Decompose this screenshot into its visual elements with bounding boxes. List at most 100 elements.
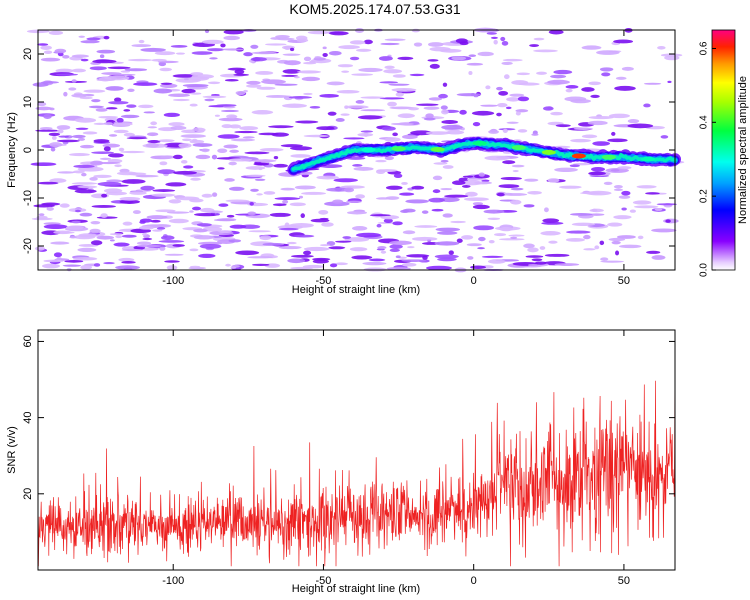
spectrogram-noise-blob — [263, 191, 276, 195]
spectrogram-noise-blob — [207, 81, 221, 85]
spectrogram-noise-blob — [487, 259, 506, 264]
spectrogram-noise-blob — [432, 189, 441, 194]
spectrogram-noise-blob — [559, 185, 582, 189]
spectrogram-noise-blob — [204, 98, 215, 102]
spectrogram-noise-blob — [303, 56, 312, 62]
spectrogram-noise-blob — [433, 162, 448, 165]
spectrogram-noise-blob — [228, 158, 253, 162]
spectrogram-noise-blob — [192, 127, 206, 133]
spectrogram-noise-blob — [234, 130, 258, 134]
spectrogram-noise-blob — [129, 191, 147, 195]
spectrogram-noise-blob — [608, 113, 630, 119]
spectrogram-noise-blob — [155, 209, 176, 213]
spectrogram-noise-blob — [392, 221, 403, 226]
spectrogram-y-tick-label: 20 — [22, 48, 34, 60]
spectrogram-noise-blob — [596, 50, 620, 55]
spectrogram-noise-blob — [322, 46, 327, 50]
spectrogram-noise-blob — [251, 110, 274, 115]
spectrogram-noise-blob — [227, 67, 246, 71]
spectrogram-noise-blob — [123, 132, 135, 137]
spectrogram-signal-peak — [511, 145, 526, 151]
spectrogram-noise-blob — [178, 143, 192, 148]
spectrogram-noise-blob — [389, 106, 414, 110]
spectrogram-noise-blob — [49, 178, 67, 183]
spectrogram-noise-blob — [140, 185, 155, 191]
spectrogram-noise-blob — [118, 147, 125, 152]
spectrogram-noise-blob — [228, 239, 242, 243]
spectrogram-noise-blob — [654, 208, 663, 211]
spectrogram-noise-blob — [451, 56, 467, 61]
spectrogram-noise-blob — [569, 164, 580, 168]
spectrogram-noise-blob — [172, 154, 183, 160]
spectrogram-noise-blob — [172, 74, 199, 78]
spectrogram-noise-blob — [103, 262, 115, 265]
spectrogram-noise-blob — [131, 44, 152, 48]
spectrogram-noise-blob — [533, 37, 545, 41]
spectrogram-noise-blob — [105, 191, 128, 196]
spectrogram-noise-blob — [126, 104, 137, 108]
spectrogram-noise-blob — [531, 258, 543, 262]
spectrogram-noise-blob — [401, 181, 408, 185]
snr-y-ticks: 20 40 60 — [22, 335, 675, 500]
spectrogram-noise-blob — [335, 118, 345, 122]
spectrogram-noise-blob — [391, 88, 417, 92]
spectrogram-noise-blob — [314, 56, 322, 59]
spectrogram-noise-blob — [101, 193, 108, 198]
spectrogram-noise-blob — [570, 138, 591, 143]
spectrogram-noise-blob — [89, 228, 101, 234]
spectrogram-noise-blob — [287, 258, 306, 264]
spectrogram-noise-blob — [636, 185, 657, 189]
spectrogram-noise-blob — [139, 218, 153, 223]
spectrogram-noise-blob — [274, 197, 301, 201]
spectrogram-noise-blob — [327, 111, 337, 116]
spectrogram-noise-blob — [34, 246, 46, 251]
spectrogram-noise-blob — [154, 224, 172, 228]
spectrogram-noise-blob — [235, 250, 260, 256]
spectrogram-noise-blob — [355, 48, 372, 52]
spectrogram-noise-blob — [592, 141, 611, 146]
spectrogram-noise-blob — [439, 48, 462, 53]
spectrogram-noise-blob — [384, 38, 406, 41]
spectrogram-signal-peak — [391, 146, 406, 152]
spectrogram-noise-blob — [259, 235, 272, 241]
spectrogram-noise-blob — [358, 67, 383, 73]
spectrogram-noise-blob — [229, 224, 247, 229]
spectrogram-noise-blob — [502, 128, 508, 133]
spectrogram-noise-blob — [243, 89, 248, 93]
spectrogram-noise-blob — [289, 202, 306, 207]
spectrogram-noise-blob — [189, 103, 198, 107]
spectrogram-noise-blob — [282, 69, 301, 74]
spectrogram-noise-blob — [452, 180, 466, 185]
spectrogram-noise-blob — [633, 205, 659, 209]
spectrogram-noise-blob — [296, 38, 309, 43]
spectrogram-noise-blob — [301, 191, 327, 195]
spectrogram-noise-blob — [150, 121, 158, 126]
spectrogram-noise-blob — [66, 225, 84, 230]
spectrogram-noise-blob — [281, 74, 299, 77]
spectrogram-noise-blob — [397, 56, 414, 61]
spectrogram-noise-blob — [503, 193, 528, 196]
spectrogram-noise-blob — [56, 139, 80, 143]
spectrogram-noise-blob — [528, 263, 539, 267]
spectrogram-noise-blob — [68, 87, 77, 91]
spectrogram-noise-blob — [621, 207, 627, 211]
spectrogram-noise-blob — [147, 126, 158, 129]
spectrogram-noise-blob — [220, 109, 239, 112]
spectrogram-noise-blob — [209, 57, 218, 60]
spectrogram-noise-blob — [160, 155, 175, 159]
spectrogram-noise-blob — [569, 212, 593, 216]
colorbar-ticks: 0.0 0.2 0.4 0.6 — [699, 41, 716, 277]
spectrogram-noise-blob — [411, 185, 425, 190]
spectrogram-noise-blob — [307, 30, 331, 35]
spectrogram-noise-blob — [158, 240, 185, 243]
spectrogram-noise-blob — [38, 213, 45, 217]
spectrogram-x-tick-label: 0 — [471, 275, 477, 287]
spectrogram-noise-blob — [477, 51, 494, 57]
spectrogram-noise-blob — [621, 190, 631, 196]
spectrogram-noise-blob — [262, 242, 285, 246]
spectrogram-noise-blob — [142, 237, 153, 241]
spectrogram-noise-blob — [153, 88, 173, 94]
spectrogram-noise-blob — [463, 197, 490, 202]
spectrogram-noise-blob — [505, 106, 512, 110]
